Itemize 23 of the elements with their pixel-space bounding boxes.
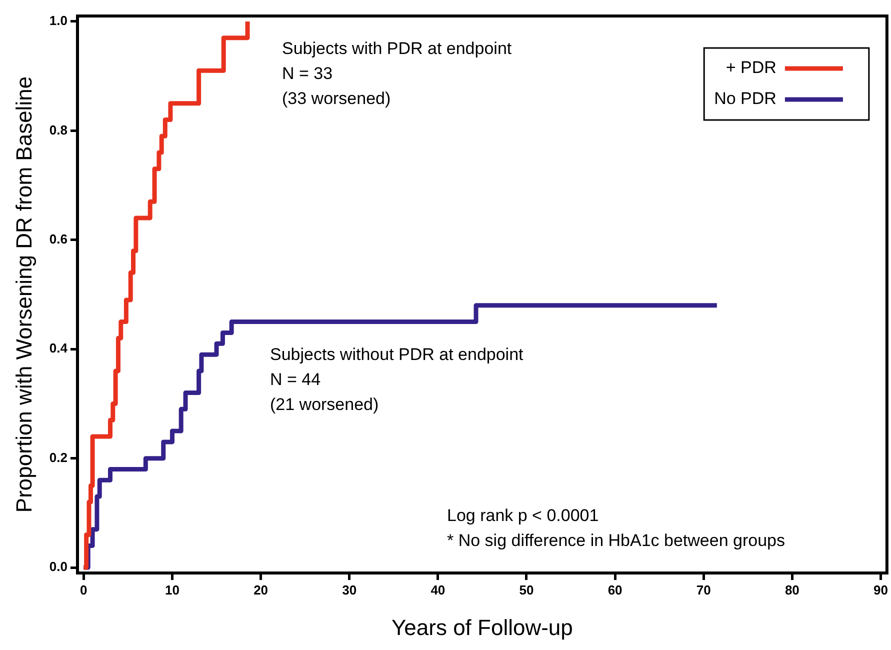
y-tick-label: 0.6 <box>49 231 68 246</box>
y-axis-title: Proportion with Worsening DR from Baseline <box>11 76 36 513</box>
x-tick-label: 30 <box>342 582 357 598</box>
annotation: Log rank p < 0.0001 * No sig difference in HbA1c between groups <box>447 505 785 552</box>
x-tick-label: 20 <box>254 582 268 598</box>
y-tick-label: 0.4 <box>49 340 68 356</box>
y-tick-label: 0.8 <box>49 122 68 138</box>
legend-label: No PDR <box>714 89 776 108</box>
x-tick-label: 50 <box>519 582 534 598</box>
x-tick-label: 40 <box>430 582 446 598</box>
annotation: Subjects with PDR at endpoint N = 33 (33 worsened) <box>282 38 512 110</box>
y-tick-label: 0.0 <box>49 559 68 574</box>
x-tick-label: 80 <box>784 582 800 598</box>
x-tick-label: 0 <box>80 582 88 598</box>
annotation: Subjects without PDR at endpoint N = 44 (21 worsened) <box>270 344 524 416</box>
legend-label: + PDR <box>726 58 776 78</box>
y-tick-label: 1.0 <box>49 13 68 28</box>
x-tick-label: 10 <box>165 582 180 598</box>
x-tick-label: 70 <box>696 582 711 598</box>
y-tick-label: 0.2 <box>49 450 68 465</box>
x-tick-label: 60 <box>608 582 622 598</box>
x-axis-title: Years of Follow-up <box>392 614 573 640</box>
x-tick-label: 90 <box>874 582 888 598</box>
